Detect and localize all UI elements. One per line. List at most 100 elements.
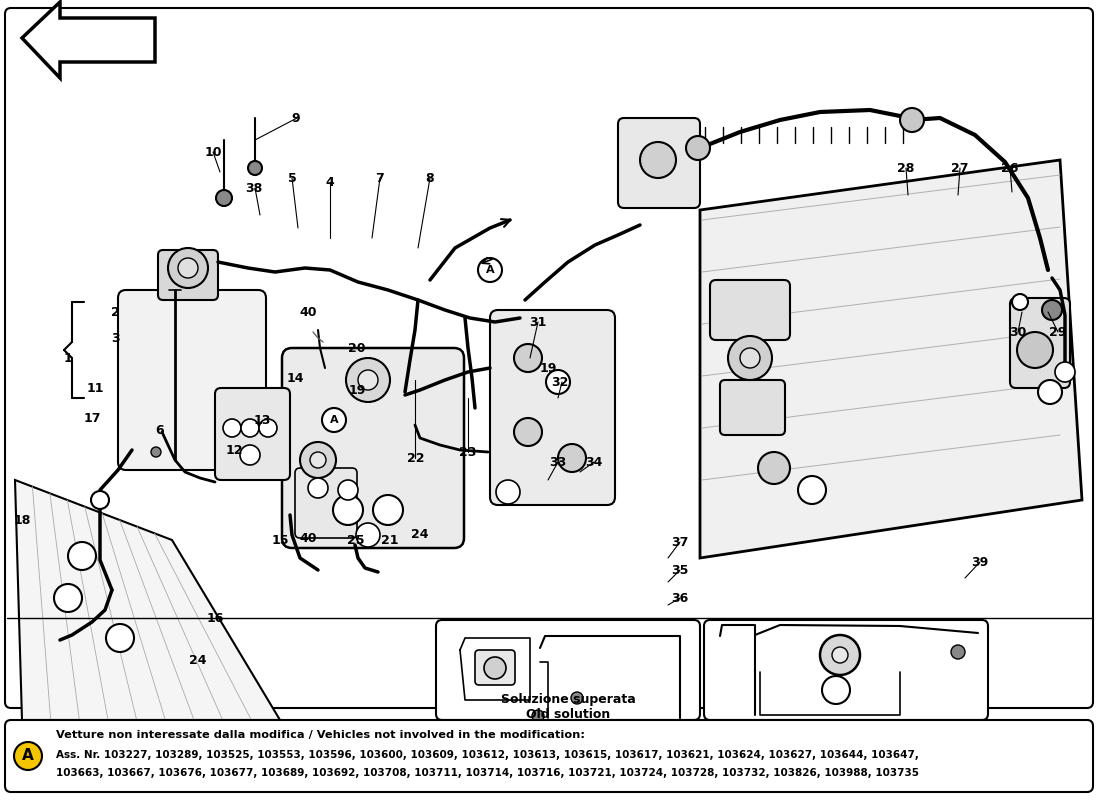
Text: 14: 14: [286, 371, 304, 385]
Circle shape: [178, 258, 198, 278]
Text: 20: 20: [349, 342, 365, 354]
Text: 4: 4: [326, 175, 334, 189]
Text: 103663, 103667, 103676, 103677, 103689, 103692, 103708, 103711, 103714, 103716, : 103663, 103667, 103676, 103677, 103689, …: [56, 768, 918, 778]
Circle shape: [168, 248, 208, 288]
Text: 2: 2: [111, 306, 120, 318]
Circle shape: [223, 419, 241, 437]
Text: 6: 6: [156, 423, 164, 437]
Text: 26: 26: [1001, 162, 1019, 174]
Circle shape: [346, 358, 390, 402]
Text: europarts: europarts: [151, 205, 810, 655]
FancyBboxPatch shape: [710, 280, 790, 340]
FancyBboxPatch shape: [436, 620, 700, 720]
FancyBboxPatch shape: [158, 250, 218, 300]
Circle shape: [686, 136, 710, 160]
Text: 10: 10: [205, 146, 222, 158]
Circle shape: [832, 647, 848, 663]
Text: a passion for parts since 1988: a passion for parts since 1988: [314, 372, 727, 628]
Circle shape: [900, 108, 924, 132]
Circle shape: [758, 452, 790, 484]
Text: 12: 12: [226, 443, 243, 457]
Text: 32: 32: [551, 375, 569, 389]
Text: 39: 39: [971, 555, 989, 569]
Circle shape: [640, 142, 676, 178]
Circle shape: [241, 419, 258, 437]
FancyBboxPatch shape: [720, 380, 785, 435]
Circle shape: [333, 495, 363, 525]
Circle shape: [571, 692, 583, 704]
Circle shape: [258, 419, 277, 437]
Circle shape: [248, 161, 262, 175]
FancyBboxPatch shape: [295, 468, 358, 538]
Circle shape: [496, 480, 520, 504]
Text: A: A: [22, 749, 34, 763]
Text: 24: 24: [189, 654, 207, 666]
Text: 9: 9: [292, 111, 300, 125]
FancyBboxPatch shape: [1010, 298, 1070, 388]
Text: 33: 33: [549, 455, 566, 469]
Circle shape: [740, 348, 760, 368]
Text: 17: 17: [84, 411, 101, 425]
FancyBboxPatch shape: [214, 388, 290, 480]
Circle shape: [310, 452, 326, 468]
FancyBboxPatch shape: [282, 348, 464, 548]
FancyBboxPatch shape: [6, 8, 1093, 708]
FancyBboxPatch shape: [618, 118, 700, 208]
Text: 15: 15: [272, 534, 288, 546]
FancyBboxPatch shape: [118, 290, 266, 470]
Text: Old solution: Old solution: [526, 707, 610, 721]
Text: 29: 29: [1049, 326, 1067, 338]
Circle shape: [91, 491, 109, 509]
Text: 7: 7: [375, 171, 384, 185]
Circle shape: [1038, 380, 1061, 404]
Circle shape: [54, 584, 82, 612]
Text: 30: 30: [1010, 326, 1026, 338]
Circle shape: [68, 542, 96, 570]
Text: 18: 18: [13, 514, 31, 526]
Text: 3: 3: [111, 331, 119, 345]
Circle shape: [798, 476, 826, 504]
Circle shape: [558, 444, 586, 472]
Polygon shape: [15, 480, 280, 720]
FancyBboxPatch shape: [704, 620, 988, 720]
FancyBboxPatch shape: [490, 310, 615, 505]
Circle shape: [546, 370, 570, 394]
Text: A: A: [486, 265, 494, 275]
FancyBboxPatch shape: [475, 650, 515, 685]
Circle shape: [1055, 362, 1075, 382]
Circle shape: [952, 645, 965, 659]
Polygon shape: [700, 160, 1082, 558]
Circle shape: [106, 624, 134, 652]
Circle shape: [514, 344, 542, 372]
Text: 34: 34: [585, 455, 603, 469]
Text: 36: 36: [671, 591, 689, 605]
Text: Soluzione superata: Soluzione superata: [500, 694, 636, 706]
Circle shape: [820, 635, 860, 675]
Text: 35: 35: [671, 563, 689, 577]
Text: 31: 31: [529, 315, 547, 329]
Circle shape: [1042, 300, 1062, 320]
Text: 40: 40: [299, 531, 317, 545]
Circle shape: [373, 495, 403, 525]
Text: 16: 16: [207, 611, 223, 625]
Text: 22: 22: [407, 451, 425, 465]
Circle shape: [300, 442, 336, 478]
Circle shape: [822, 676, 850, 704]
Text: 37: 37: [671, 535, 689, 549]
Text: 21: 21: [382, 534, 398, 546]
Circle shape: [14, 742, 42, 770]
Circle shape: [532, 710, 544, 722]
Circle shape: [240, 445, 260, 465]
Circle shape: [308, 478, 328, 498]
Text: 23: 23: [460, 446, 476, 458]
Text: 13: 13: [253, 414, 271, 426]
Text: 1: 1: [64, 351, 73, 365]
Circle shape: [338, 480, 358, 500]
Text: Ass. Nr. 103227, 103289, 103525, 103553, 103596, 103600, 103609, 103612, 103613,: Ass. Nr. 103227, 103289, 103525, 103553,…: [56, 750, 918, 760]
Text: 28: 28: [898, 162, 915, 174]
Text: 27: 27: [952, 162, 969, 174]
FancyBboxPatch shape: [6, 720, 1093, 792]
Circle shape: [1012, 294, 1028, 310]
Text: 11: 11: [86, 382, 103, 394]
Text: 5: 5: [287, 171, 296, 185]
